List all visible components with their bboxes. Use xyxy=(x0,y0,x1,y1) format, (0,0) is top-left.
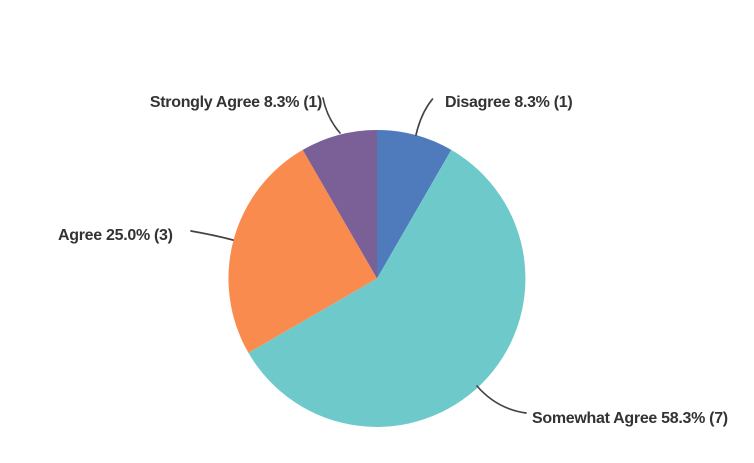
leader-line-disagree xyxy=(415,98,434,136)
leader-line-somewhat-agree xyxy=(476,385,527,414)
pie-slice-somewhat-agree[interactable] xyxy=(248,149,526,427)
pie-slice-disagree[interactable] xyxy=(377,130,452,279)
pie-slice-agree[interactable] xyxy=(228,149,377,353)
slice-label-somewhat-agree: Somewhat Agree 58.3% (7) xyxy=(532,410,728,427)
slice-label-disagree: Disagree 8.3% (1) xyxy=(445,94,573,111)
slice-label-strongly-agree: Strongly Agree 8.3% (1) xyxy=(149,94,322,111)
leader-line-strongly-agree xyxy=(322,97,341,134)
pie-slice-strongly-agree[interactable] xyxy=(302,130,377,279)
leader-line-agree xyxy=(190,230,234,241)
slice-label-agree: Agree 25.0% (3) xyxy=(58,227,173,244)
